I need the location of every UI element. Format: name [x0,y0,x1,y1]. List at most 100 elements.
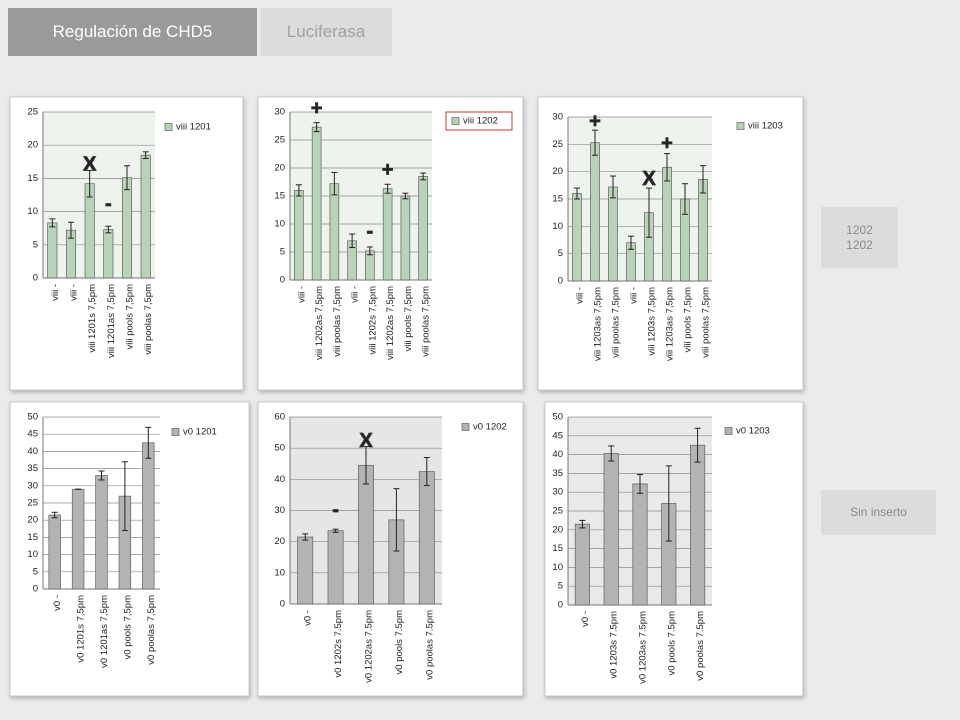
bar [698,178,708,282]
x-tick-label: viii 1203s 7,5pm [647,287,658,356]
side-box: Sin inserto [821,490,936,535]
x-tick-label: v0 - [580,611,591,627]
legend-swatch [736,122,745,130]
error-bar [121,461,128,532]
error-bar [363,446,369,485]
y-tick-label: 10 [274,219,285,230]
x-tick-label: v0 pools 7.5pm [666,611,677,676]
error-bar [420,172,427,181]
y-tick-label: 10 [27,206,38,217]
x-tick-label: viii 1202as 7,5pm [385,286,396,360]
y-tick-label: 15 [552,194,563,205]
error-bar [393,488,400,552]
y-tick-label: 30 [274,107,285,118]
error-bar [98,470,105,481]
error-bar [366,246,373,256]
error-bar [384,183,391,194]
bar [418,471,435,605]
bar [632,483,648,606]
error-bar [423,457,430,487]
annotation: + [382,159,394,181]
y-tick-label: 45 [552,430,563,441]
y-tick-label: 50 [552,412,563,423]
y-tick-label: 10 [552,221,563,232]
annotation: - [367,221,374,243]
bar [418,176,428,281]
y-tick-label: 20 [27,515,38,526]
x-tick-label: viii 1202as 7,5pm [314,286,325,360]
side-label: 1202 [846,222,873,237]
legend-swatch [171,428,180,436]
y-tick-label: 50 [274,443,285,454]
bar [382,188,393,281]
error-bar [646,187,652,238]
y-tick-label: 30 [27,480,38,491]
legend-label: viii 1203 [748,121,783,132]
error-bar [331,171,338,196]
x-tick-label: v0 1203as 7.5pm [638,611,649,684]
bar [400,195,411,281]
bar [103,229,114,279]
bar [84,183,95,279]
error-bar [628,235,634,250]
y-tick-label: 15 [552,543,563,554]
y-tick-label: 25 [552,139,563,150]
bar [574,523,590,606]
error-bar [349,233,356,249]
y-tick-label: 40 [552,449,563,460]
x-tick-label: v0 poolas 7,5pm [146,595,157,665]
error-bar [49,218,56,228]
tab[interactable]: Regulación de CHD5 [8,8,257,56]
x-tick-label: viii pools 7,5pm [403,286,414,352]
x-tick-label: v0 1203s 7.5pm [609,611,620,679]
error-bar [142,151,149,159]
y-tick-label: 30 [552,487,563,498]
error-bar [402,192,409,200]
annotation: - [105,193,112,215]
error-bar [313,122,320,133]
x-tick-label: viii 1202s 7,5pm [367,286,378,355]
legend-label: viii 1201 [176,122,211,133]
bar [358,464,374,605]
y-tick-label: 5 [33,566,38,577]
error-bar [295,184,302,197]
x-tick-label: viii - [50,284,61,301]
y-tick-label: 0 [558,600,563,611]
y-tick-label: 20 [552,166,563,177]
x-tick-label: viii poolas 7,5pm [143,284,154,355]
side-label: Sin inserto [850,505,907,519]
error-bar [637,474,643,494]
y-tick-label: 15 [274,191,285,202]
bar [71,488,85,590]
x-tick-label: viii poolas 7,5pm [701,287,712,358]
x-tick-label: viii pools 7,5pm [125,284,136,350]
y-tick-label: 0 [33,584,38,595]
y-tick-label: 20 [27,140,38,151]
x-tick-label: viii 1201s 7,5pm [87,284,98,353]
x-tick-label: v0 - [303,610,314,626]
x-tick-label: viii - [629,287,640,304]
y-tick-label: 10 [27,549,38,560]
bar [327,530,344,605]
x-tick-label: viii 1203as 7,5pm [665,287,676,361]
y-tick-label: 60 [274,412,285,423]
y-tick-label: 5 [558,581,563,592]
bar [572,193,582,282]
x-tick-label: viii 1203as 7,5pm [593,287,604,361]
y-tick-label: 5 [280,247,285,258]
bar [603,453,619,606]
y-tick-label: 20 [274,536,285,547]
x-tick-label: v0 1202s 7.5pm [333,610,344,678]
error-bar [86,169,93,198]
error-bar [610,175,616,199]
tab[interactable]: Luciferasa [260,8,392,56]
y-tick-label: 0 [280,275,285,286]
x-tick-label: viii - [296,286,307,303]
annotation: - [332,499,339,521]
x-tick-label: viii - [69,284,80,301]
y-tick-label: 15 [27,532,38,543]
x-tick-label: v0 1201s 7,5pm [76,595,87,663]
annotation: + [589,111,601,133]
